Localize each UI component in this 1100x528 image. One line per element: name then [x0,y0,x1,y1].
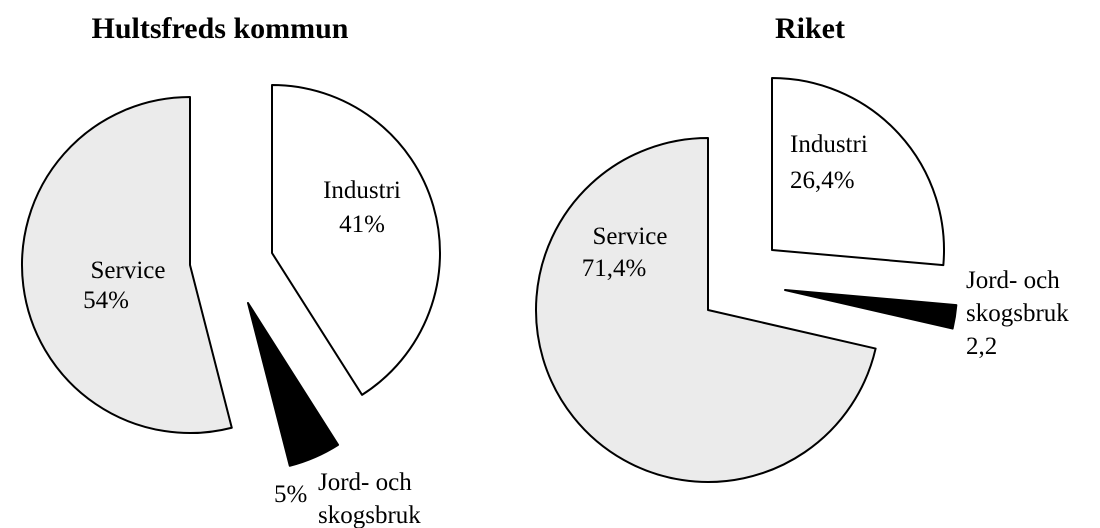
pie-slice [21,96,233,434]
slice-label: Industri [790,131,868,158]
value-label: 5% [274,481,308,508]
slice-label: Service [90,257,166,284]
pie-slice [784,289,958,330]
chart-title: Hultsfreds kommun [91,12,349,45]
value-label: 2,2 [966,333,998,360]
value-label: 26,4% [790,167,855,194]
slice-label: Service [592,223,668,250]
value-label: 41% [339,211,385,238]
slice-label: Jord- och skogsbruk [318,469,421,528]
value-label: 71,4% [581,255,647,282]
slice-label: Jord- och skogsbruk [966,267,1069,327]
pie-slice [535,137,877,483]
value-label: 54% [83,287,129,314]
slice-label: Industri [323,177,401,204]
pie-slice [247,302,340,467]
pie-slice [771,77,945,267]
pie-slice [271,84,441,396]
chart-title: Riket [775,12,845,45]
